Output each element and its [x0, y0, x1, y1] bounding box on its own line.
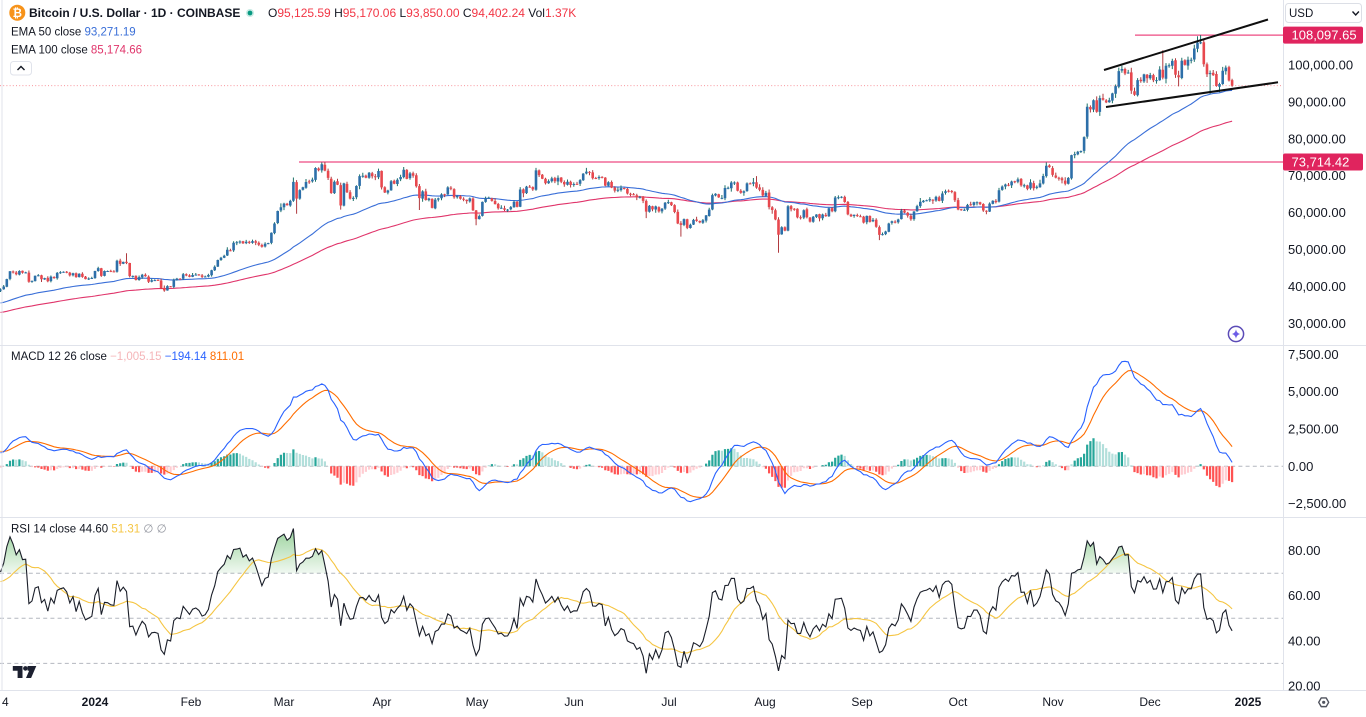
svg-text:Sep: Sep: [851, 695, 873, 709]
svg-text:2024: 2024: [82, 695, 109, 709]
svg-text:Nov: Nov: [1042, 695, 1063, 709]
svg-text:80.00: 80.00: [1288, 543, 1321, 558]
svg-text:Apr: Apr: [373, 695, 392, 709]
svg-text:USD: USD: [1289, 8, 1313, 20]
svg-text:60.00: 60.00: [1288, 588, 1321, 603]
svg-text:2025: 2025: [1235, 695, 1262, 709]
svg-text:7,500.00: 7,500.00: [1288, 347, 1339, 362]
svg-text:80,000.00: 80,000.00: [1288, 131, 1346, 146]
svg-text:RSI 14 close 44.60 51.31 ∅ ∅: RSI 14 close 44.60 51.31 ∅ ∅: [11, 524, 167, 536]
svg-text:EMA 100 close 85,174.66: EMA 100 close 85,174.66: [11, 45, 142, 57]
svg-text:−2,500.00: −2,500.00: [1288, 496, 1346, 511]
svg-text:Dec: Dec: [1139, 695, 1160, 709]
svg-text:100,000.00: 100,000.00: [1288, 58, 1353, 73]
svg-text:50,000.00: 50,000.00: [1288, 242, 1346, 257]
svg-text:Mar: Mar: [274, 695, 295, 709]
svg-text:O95,125.59 H95,170.06 L93,850.: O95,125.59 H95,170.06 L93,850.00 C94,402…: [268, 6, 576, 20]
svg-text:MACD 12 26 close −1,005.15 −19: MACD 12 26 close −1,005.15 −194.14 811.0…: [11, 351, 244, 363]
svg-text:Oct: Oct: [949, 695, 968, 709]
svg-text:May: May: [466, 695, 489, 709]
svg-text:60,000.00: 60,000.00: [1288, 205, 1346, 220]
svg-text:40.00: 40.00: [1288, 633, 1321, 648]
svg-text:Aug: Aug: [754, 695, 775, 709]
svg-text:108,097.65: 108,097.65: [1292, 28, 1357, 43]
svg-text:5,000.00: 5,000.00: [1288, 384, 1339, 399]
svg-text:Jun: Jun: [564, 695, 583, 709]
svg-text:0.00: 0.00: [1288, 459, 1313, 474]
svg-text:90,000.00: 90,000.00: [1288, 94, 1346, 109]
svg-text:2,500.00: 2,500.00: [1288, 421, 1339, 436]
svg-text:40,000.00: 40,000.00: [1288, 279, 1346, 294]
svg-text:73,714.42: 73,714.42: [1292, 155, 1350, 170]
svg-text:Feb: Feb: [181, 695, 202, 709]
svg-text:20.00: 20.00: [1288, 679, 1321, 694]
svg-text:Jul: Jul: [661, 695, 676, 709]
svg-text:Bitcoin / U.S. Dollar · 1D · C: Bitcoin / U.S. Dollar · 1D · COINBASE: [29, 6, 240, 20]
svg-text:₿: ₿: [13, 8, 22, 20]
svg-text:30,000.00: 30,000.00: [1288, 316, 1346, 331]
svg-text:EMA 50 close 93,271.19: EMA 50 close 93,271.19: [11, 27, 136, 39]
svg-text:70,000.00: 70,000.00: [1288, 168, 1346, 183]
svg-text:4: 4: [2, 695, 9, 709]
